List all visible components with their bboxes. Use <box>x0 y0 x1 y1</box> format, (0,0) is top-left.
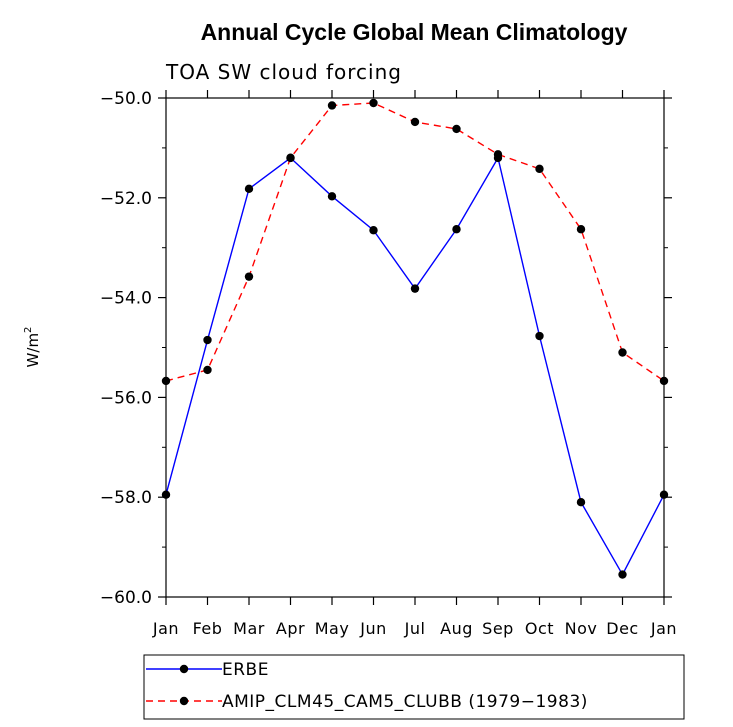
series-2-point <box>244 272 254 281</box>
series-2-point <box>369 98 378 108</box>
x-tick-label: Apr <box>276 619 305 638</box>
x-tick-label: May <box>315 619 350 638</box>
y-tick-label: −54.0 <box>100 289 152 309</box>
x-tick-label: Nov <box>565 619 598 638</box>
series-1-point <box>618 570 627 579</box>
plot-frame <box>165 97 665 598</box>
legend-marker-1 <box>179 664 189 674</box>
y-tick-label: −60.0 <box>100 588 152 608</box>
series-2-point <box>618 348 627 357</box>
series-1-point <box>369 226 378 235</box>
series-2-point <box>286 153 295 163</box>
series-1-point <box>576 497 586 507</box>
series-2-point <box>576 225 586 234</box>
series-1-point <box>327 192 337 201</box>
series-2-point <box>659 376 669 386</box>
x-tick-label: Jan <box>650 619 677 638</box>
legend-marker-2 <box>179 696 189 706</box>
series-2-point <box>203 365 212 375</box>
series-2-point <box>327 101 337 110</box>
series-1-point <box>535 331 544 341</box>
legend-box <box>143 654 685 720</box>
y-ticks: −50.0 −52.0 −54.0 −56.0 −58.0 −60.0 <box>100 89 672 608</box>
series-group <box>161 98 669 579</box>
series-1-point <box>161 490 171 499</box>
series-line-2 <box>165 102 665 382</box>
x-tick-label: Dec <box>606 619 638 638</box>
x-tick-label: Jun <box>359 619 387 638</box>
axes <box>165 97 665 598</box>
y-axis-label-text: W/m <box>24 333 42 368</box>
x-tick-label: Jul <box>404 619 426 638</box>
x-ticks: Jan Feb Mar Apr May Jun Jul Aug Sep Oct Nov Dec Jan <box>152 90 677 638</box>
x-tick-label: Sep <box>482 619 514 638</box>
y-axis-label-superscript: 2 <box>23 327 34 333</box>
y-tick-label: −58.0 <box>100 488 152 508</box>
series-1-point <box>410 284 420 293</box>
x-tick-label: Oct <box>525 619 554 638</box>
series-2-point <box>410 117 420 127</box>
series-1-point <box>244 184 254 194</box>
series-2-point <box>535 164 544 174</box>
x-tick-label: Jan <box>152 619 179 638</box>
series-1-point <box>659 490 669 499</box>
legend: ERBE AMIP_CLM45_CAM5_CLUBB (1979−1983) <box>143 654 685 720</box>
series-2-point <box>452 124 461 134</box>
legend-label-2: AMIP_CLM45_CAM5_CLUBB (1979−1983) <box>222 692 588 712</box>
y-tick-label: −50.0 <box>100 89 152 109</box>
x-tick-label: Mar <box>233 619 265 638</box>
series-line-1 <box>165 156 665 577</box>
svg-text:W/m2: W/m2 <box>23 327 42 368</box>
series-1-point <box>203 335 212 345</box>
x-tick-label: Feb <box>193 619 223 638</box>
chart-title: Annual Cycle Global Mean Climatology <box>201 19 628 45</box>
y-axis-label: W/m2 <box>23 327 42 368</box>
chart-subtitle: TOA SW cloud forcing <box>165 60 402 84</box>
x-tick-label: Aug <box>440 619 473 638</box>
legend-label-1: ERBE <box>222 660 269 680</box>
y-tick-label: −52.0 <box>100 189 152 209</box>
series-2-point <box>161 376 171 386</box>
series-1-point <box>452 225 461 234</box>
series-2-point <box>493 150 503 159</box>
y-tick-label: −56.0 <box>100 388 152 408</box>
